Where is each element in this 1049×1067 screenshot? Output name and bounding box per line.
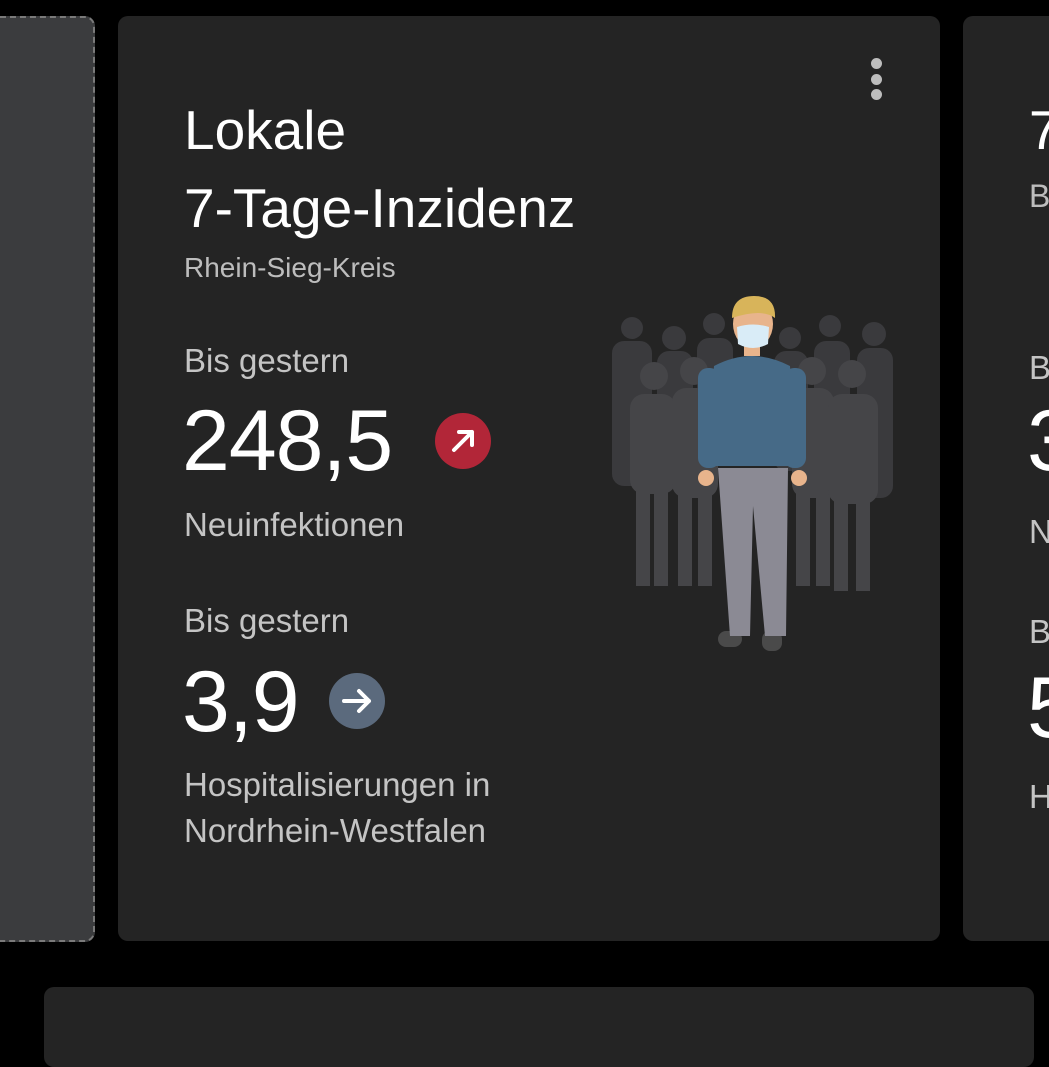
metric2-value: 3,9 (182, 654, 300, 750)
next-card-title: 7 (1029, 99, 1049, 161)
next-card-label2: H (1029, 778, 1049, 815)
metric1-period: Bis gestern (184, 342, 350, 379)
next-card-period2: B (1029, 613, 1049, 650)
next-card-value2: 5 (1027, 659, 1049, 758)
next-card-label1: N (1029, 513, 1049, 550)
more-options-icon[interactable] (868, 58, 884, 106)
incidence-card[interactable]: Lokale 7-Tage-Inzidenz Rhein-Sieg-Kreis … (118, 16, 940, 941)
next-card-value1: 3 (1027, 392, 1049, 491)
card-title-line1: Lokale (184, 99, 347, 161)
trend-steady-icon (329, 673, 385, 729)
add-card-placeholder[interactable] (0, 16, 95, 942)
bottom-card[interactable] (44, 987, 1034, 1067)
card-title-line2: 7-Tage-Inzidenz (184, 177, 576, 239)
metric2-label-line2: Nordrhein-Westfalen (184, 812, 487, 849)
metric1-label: Neuinfektionen (184, 506, 405, 543)
metric1-value: 248,5 (182, 393, 393, 489)
trend-up-icon (435, 413, 491, 469)
next-card-period1: B (1029, 349, 1049, 386)
masked-person-illustration (612, 296, 893, 651)
metric2-label-line1: Hospitalisierungen in (184, 766, 491, 803)
region-label: Rhein-Sieg-Kreis (184, 252, 396, 283)
metric2-period: Bis gestern (184, 602, 350, 639)
next-card[interactable]: 7 B B 3 N B 5 H (963, 16, 1049, 941)
next-card-subtitle: B (1029, 178, 1049, 214)
